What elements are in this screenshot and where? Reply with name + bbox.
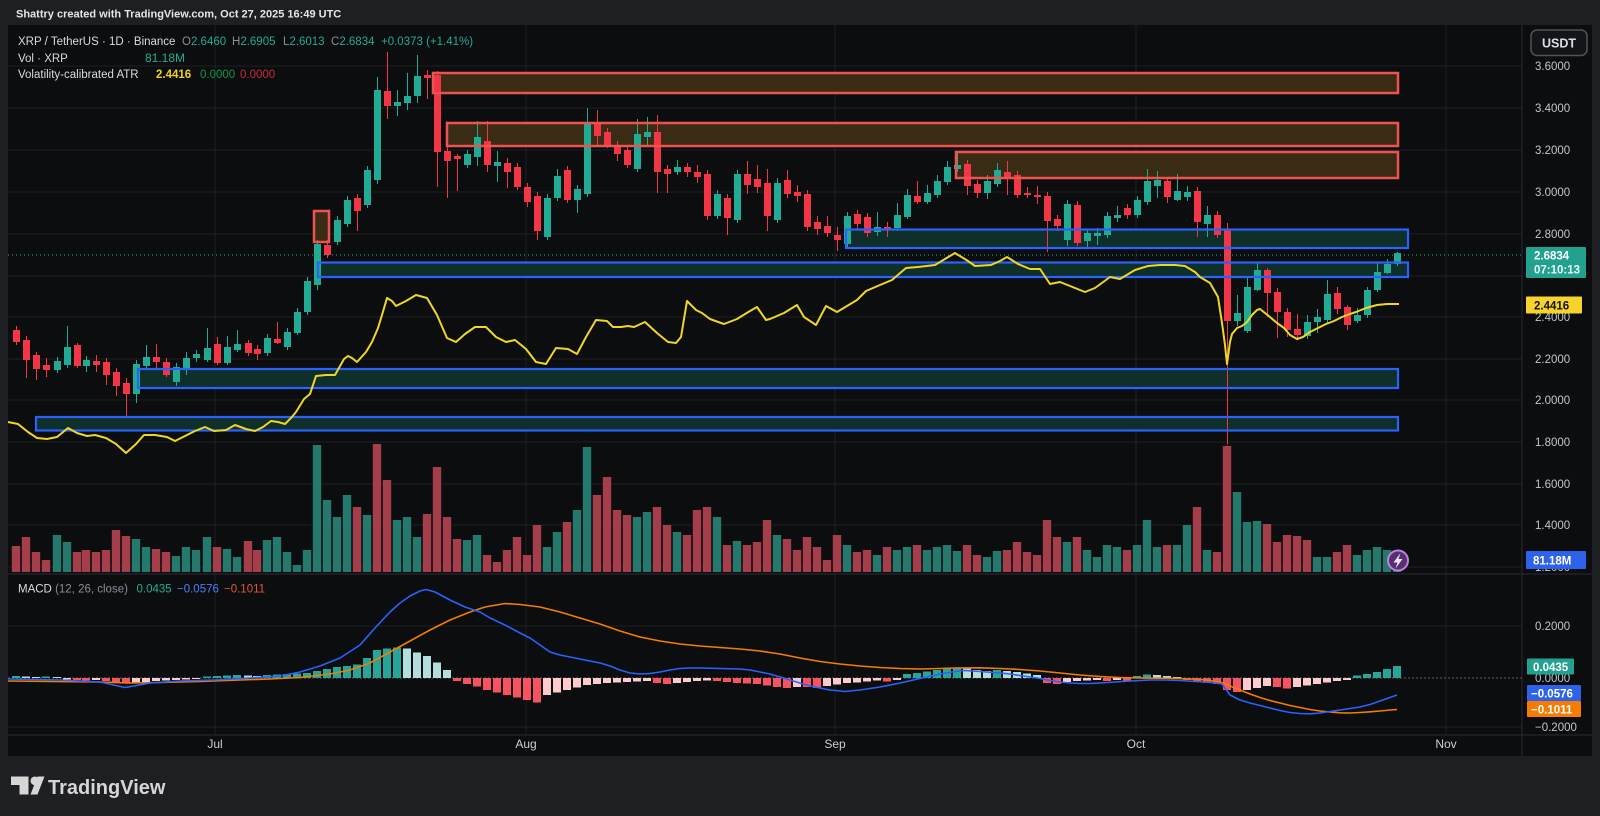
svg-text:81.18M: 81.18M — [1533, 556, 1571, 568]
svg-text:3.2000: 3.2000 — [1535, 145, 1570, 157]
svg-text:2.6834: 2.6834 — [1534, 251, 1570, 263]
svg-text:USDT: USDT — [1542, 37, 1576, 51]
svg-text:Nov: Nov — [1435, 737, 1456, 751]
svg-text:0.0435: 0.0435 — [1533, 662, 1569, 674]
svg-text:Sep: Sep — [824, 737, 846, 751]
svg-text:1.4000: 1.4000 — [1535, 520, 1570, 532]
svg-text:Aug: Aug — [515, 737, 536, 751]
svg-text:07:10:13: 07:10:13 — [1534, 265, 1580, 277]
svg-text:2.2000: 2.2000 — [1535, 354, 1570, 366]
svg-text:2.0000: 2.0000 — [1535, 395, 1570, 407]
svg-text:0.0000: 0.0000 — [1535, 673, 1570, 685]
svg-text:−0.2000: −0.2000 — [1535, 722, 1577, 734]
svg-text:TradingView: TradingView — [48, 777, 166, 799]
svg-text:Jul: Jul — [207, 737, 222, 751]
svg-text:2.4000: 2.4000 — [1535, 312, 1570, 324]
svg-text:3.0000: 3.0000 — [1535, 187, 1570, 199]
svg-text:Oct: Oct — [1127, 737, 1146, 751]
svg-text:1.8000: 1.8000 — [1535, 437, 1570, 449]
svg-text:3.4000: 3.4000 — [1535, 103, 1570, 115]
svg-text:2.4416: 2.4416 — [1534, 301, 1569, 313]
svg-text:MACD (12, 26, close)0.0435−0.0: MACD (12, 26, close) 0.0435 −0.0576 −0.1011 — [18, 584, 265, 596]
svg-text:3.6000: 3.6000 — [1535, 61, 1570, 73]
svg-text:−0.0576: −0.0576 — [1531, 689, 1573, 701]
svg-text:0.2000: 0.2000 — [1535, 621, 1570, 633]
svg-text:2.8000: 2.8000 — [1535, 229, 1570, 241]
svg-text:Shattry created with TradingVi: Shattry created with TradingView.com, Oc… — [16, 9, 341, 21]
svg-text:−0.1011: −0.1011 — [1531, 705, 1573, 717]
svg-text:1.6000: 1.6000 — [1535, 479, 1570, 491]
